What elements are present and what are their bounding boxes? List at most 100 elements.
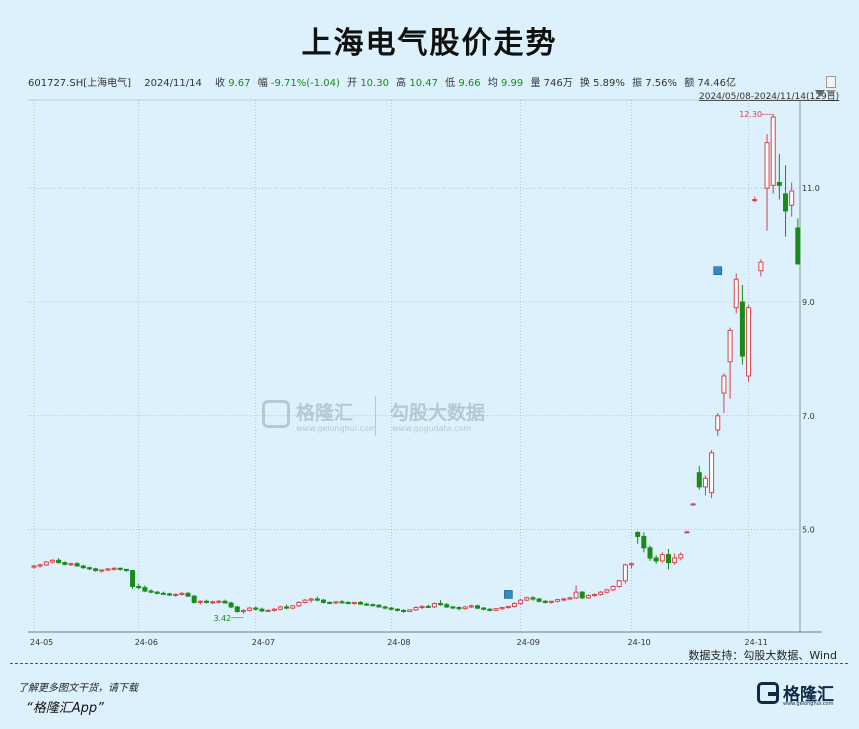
candle-body — [425, 605, 431, 608]
y-tick-label: 9.0 — [802, 298, 815, 307]
candle-body — [210, 601, 216, 604]
candle-body — [431, 603, 437, 608]
candle-body — [505, 605, 511, 609]
candle-body — [93, 568, 99, 572]
candle-body — [364, 603, 370, 606]
candle-body — [739, 301, 745, 357]
candle-body — [191, 595, 197, 603]
low-value: 9.66 — [458, 78, 481, 89]
max-price-label: 12.30 — [739, 110, 762, 119]
x-tick-label: 24-10 — [628, 638, 651, 647]
candle-body — [690, 503, 696, 506]
y-tick-label: 11.0 — [802, 184, 820, 193]
watermark-brand2: 勾股大数据 — [390, 402, 486, 424]
period-dropdown-icon[interactable] — [826, 90, 836, 97]
candle-body — [616, 580, 622, 587]
watermark-brand2-url: www.gogudata.com — [392, 424, 472, 433]
logo-text: 格隆汇 — [783, 685, 834, 705]
candle-body — [357, 601, 363, 605]
candle-body — [37, 564, 43, 567]
high-value: 10.47 — [409, 78, 438, 89]
vol-value: 746万 — [543, 78, 573, 89]
candle-body — [203, 600, 209, 603]
stock-code: 601727.SH[上海电气] — [28, 78, 132, 89]
avg-value: 9.99 — [500, 78, 524, 89]
y-tick-label: 7.0 — [802, 412, 815, 421]
candle-body — [185, 592, 191, 597]
watermark-brand1: 格隆汇 — [296, 402, 354, 424]
candle-body — [413, 607, 419, 611]
y-tick-label: 5.0 — [802, 526, 815, 535]
candle-body — [154, 591, 160, 594]
amp-value: 7.56% — [645, 78, 678, 89]
candle-body — [345, 601, 351, 605]
candle-body — [333, 601, 339, 604]
candle-body — [641, 535, 647, 549]
candle-body — [438, 603, 444, 606]
candle-body — [468, 605, 474, 608]
candle-body — [247, 607, 253, 611]
info-bar: 601727.SH[上海电气] 2024/11/14 收 9.67 幅 -9.7… — [28, 74, 740, 89]
candle-body — [179, 592, 185, 595]
x-tick-label: 24-05 — [30, 638, 53, 647]
date-range[interactable]: 2024/05/08-2024/11/14(129日) — [699, 92, 840, 102]
candle-body — [592, 593, 598, 597]
candle-body — [111, 567, 117, 570]
candle-body — [573, 591, 579, 599]
candle-body — [123, 568, 129, 572]
candle-body — [296, 601, 302, 607]
chg-value: -9.71%(-1.04) — [270, 78, 340, 89]
candle-body — [271, 608, 277, 611]
candle-body — [68, 563, 74, 566]
candle-body — [493, 608, 499, 611]
candle-body — [629, 563, 635, 566]
candle-body — [86, 567, 92, 570]
candle-body — [277, 606, 283, 610]
candle-body — [542, 600, 548, 603]
candle-body — [74, 563, 80, 567]
candle-body — [259, 608, 265, 612]
candle-body — [339, 601, 345, 604]
candle-body — [555, 599, 561, 602]
avg-label: 均 — [487, 78, 498, 89]
close-label: 收 — [215, 78, 226, 89]
candle-body — [665, 554, 671, 564]
candle-body — [117, 567, 123, 570]
candle-body — [610, 585, 616, 591]
range-dropdown-icon[interactable] — [815, 90, 825, 97]
min-price-label: 3.42 — [213, 614, 231, 623]
promo-app-name[interactable]: “格隆汇App” — [26, 701, 104, 716]
candle-body — [598, 591, 604, 595]
amt-label: 额 — [684, 78, 695, 89]
info-date: 2024/11/14 — [144, 78, 202, 89]
candle-body — [148, 590, 154, 593]
candle-body — [462, 606, 468, 610]
candle-body — [524, 597, 530, 601]
candle-body — [475, 605, 481, 609]
footer-divider — [10, 663, 848, 664]
event-marker-icon — [504, 590, 513, 599]
amp-label: 振 — [632, 78, 643, 89]
candle-body — [228, 602, 234, 608]
event-marker-icon — [713, 266, 723, 275]
promo-text: 了解更多图文干货，请下载 — [18, 683, 138, 694]
data-source: 数据支持：勾股大数据、Wind — [688, 649, 837, 662]
scroll-icon[interactable] — [826, 76, 836, 88]
candle-body — [518, 599, 524, 605]
candle-body — [401, 609, 407, 613]
candle-body — [499, 607, 505, 610]
low-label: 低 — [445, 78, 456, 89]
candle-body — [764, 142, 770, 189]
candle-body — [635, 531, 641, 537]
candle-body — [789, 190, 795, 206]
candle-body — [253, 607, 259, 610]
amt-value: 74.46亿 — [697, 78, 737, 89]
candle-body — [56, 559, 62, 564]
candle-body — [173, 593, 179, 596]
candle-body — [776, 182, 782, 186]
watermark-brand1-url: www.gelonghui.com — [296, 424, 377, 433]
candle-body — [783, 193, 789, 212]
watermark-logo-icon — [262, 400, 290, 428]
candle-body — [696, 472, 702, 488]
